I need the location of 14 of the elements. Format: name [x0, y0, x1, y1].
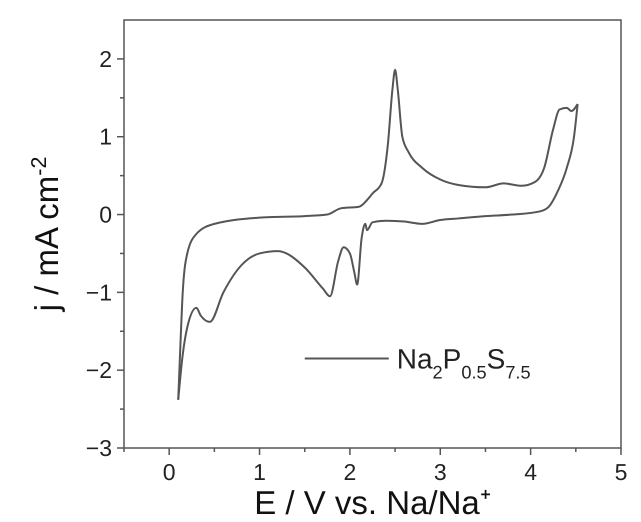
x-tick-label: 0: [162, 459, 176, 485]
x-axis-title: E / V vs. Na/Na⁺: [254, 484, 491, 521]
y-tick-label: −2: [86, 357, 112, 384]
x-tick-label: 4: [524, 459, 538, 485]
x-tick-label: 3: [434, 459, 447, 485]
y-tick-label: 0: [99, 202, 112, 228]
x-tick-label: 1: [253, 459, 266, 485]
x-tick-label: 5: [614, 459, 628, 485]
x-tick-label: 2: [344, 459, 356, 485]
y-tick-label: −3: [86, 435, 112, 461]
y-tick-label: 1: [99, 124, 112, 150]
y-tick-label: −1: [86, 279, 112, 306]
y-tick-label: 2: [99, 46, 112, 72]
legend-label: Na$_{2}$P$_{0.5}$S$_{7.5}$: [396, 344, 531, 383]
